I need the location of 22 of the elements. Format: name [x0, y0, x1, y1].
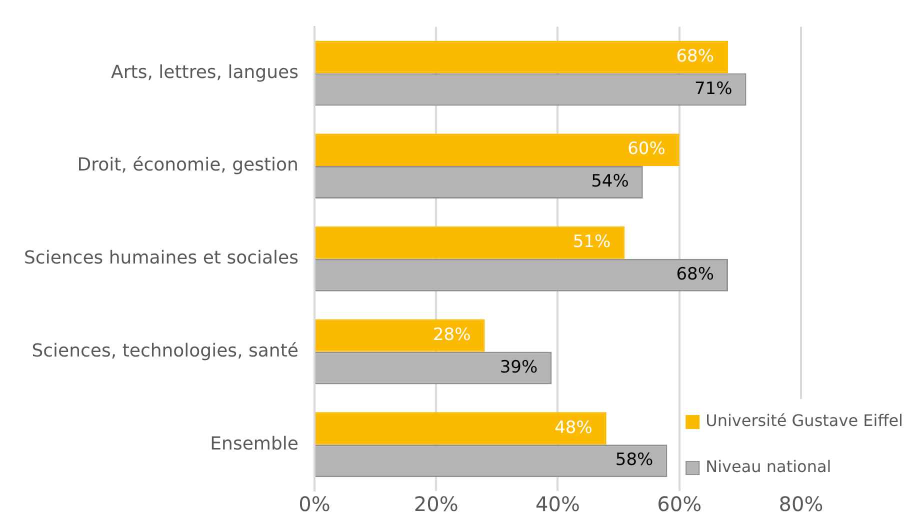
- data-label: 68%: [676, 46, 714, 66]
- data-label: 71%: [694, 78, 732, 99]
- data-label: 48%: [554, 418, 592, 438]
- data-label: 68%: [676, 264, 714, 285]
- data-label: 54%: [591, 172, 629, 192]
- data-label: 58%: [615, 450, 654, 470]
- data-label: 28%: [432, 324, 471, 345]
- x-tick-label: 60%: [657, 492, 702, 516]
- y-tick-label: Droit, économie, gestion: [77, 154, 298, 176]
- legend-label: Université Gustave Eiffel: [706, 411, 903, 430]
- data-label: 51%: [572, 232, 611, 252]
- data-label: 60%: [628, 139, 666, 160]
- x-tick-label: 80%: [778, 492, 824, 516]
- data-label: 39%: [500, 357, 538, 378]
- y-tick-label: Arts, lettres, langues: [111, 62, 298, 83]
- x-tick-label: 0%: [298, 492, 330, 516]
- y-tick-label: Sciences humaines et sociales: [24, 248, 298, 269]
- legend-label: Niveau national: [706, 457, 832, 476]
- x-tick-label: 40%: [536, 492, 580, 516]
- x-tick-label: 20%: [414, 492, 458, 516]
- y-tick-label: Ensemble: [210, 433, 298, 454]
- y-tick-label: Sciences, technologies, santé: [32, 340, 298, 362]
